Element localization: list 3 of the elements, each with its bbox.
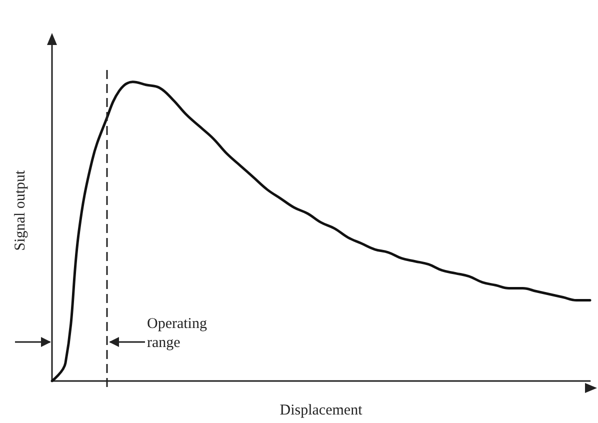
x-axis-title: Displacement (280, 402, 364, 418)
annotation: Operating range (147, 315, 208, 353)
y-axis-title: Signal output (12, 169, 28, 251)
